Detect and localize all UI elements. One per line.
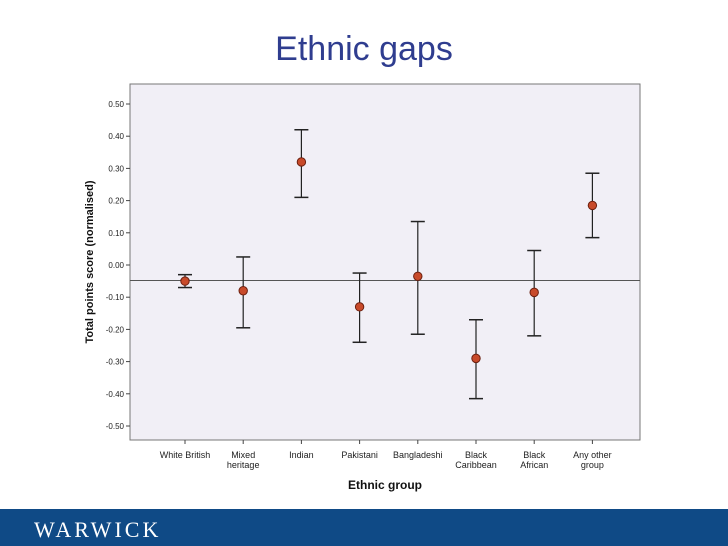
- y-tick-label: 0.10: [108, 229, 124, 238]
- x-tick-label: Indian: [289, 450, 314, 460]
- y-tick-label: 0.00: [108, 261, 124, 270]
- mean-point: [238, 286, 248, 296]
- mean-point: [471, 353, 481, 364]
- y-tick-label: -0.50: [106, 422, 125, 431]
- x-tick-label: White British: [160, 450, 211, 460]
- mean-point: [354, 302, 365, 312]
- x-tick-label: Any other: [573, 450, 612, 460]
- y-tick-label: -0.30: [106, 358, 125, 367]
- y-tick-label: -0.20: [106, 325, 125, 334]
- error-bar-chart: 0.50 0.40 0.30 0.20 0.10 0.00 -0.10 -0.20 -0.30 -…: [84, 83, 641, 492]
- error-bar-series: [178, 129, 600, 400]
- plot-background: [129, 83, 641, 441]
- x-axis-label: Ethnic group: [348, 478, 422, 492]
- footer-bar: WARWICK: [0, 509, 728, 546]
- y-tick-label: 0.30: [108, 164, 124, 173]
- x-tick-label: Mixed: [231, 450, 255, 460]
- x-tick-label: Black: [523, 450, 546, 460]
- x-tick-label: heritage: [227, 460, 260, 470]
- x-tick-label: Pakistani: [341, 450, 378, 460]
- x-tick-label: group: [581, 460, 604, 470]
- x-tick-label: Black: [465, 450, 488, 460]
- x-tick-label: African: [520, 460, 548, 470]
- mean-point: [587, 200, 598, 211]
- y-tick-label: -0.10: [106, 293, 125, 302]
- y-axis-label: Total points score (normalised): [84, 180, 96, 343]
- mean-point: [296, 157, 307, 167]
- y-axis: 0.50 0.40 0.30 0.20 0.10 0.00 -0.10 -0.20 -0.30 -…: [106, 100, 130, 431]
- y-tick-label: 0.50: [108, 100, 124, 109]
- y-tick-label: 0.40: [108, 132, 124, 141]
- slide-title: Ethnic gaps: [275, 30, 453, 68]
- warwick-logo: WARWICK: [34, 517, 162, 542]
- x-tick-label: Bangladeshi: [393, 450, 443, 460]
- mean-point: [413, 271, 423, 281]
- x-tick-label: Caribbean: [455, 460, 497, 470]
- y-tick-label: -0.40: [106, 390, 125, 399]
- mean-point: [529, 287, 539, 298]
- mean-point: [180, 276, 190, 286]
- y-tick-label: 0.20: [108, 197, 124, 206]
